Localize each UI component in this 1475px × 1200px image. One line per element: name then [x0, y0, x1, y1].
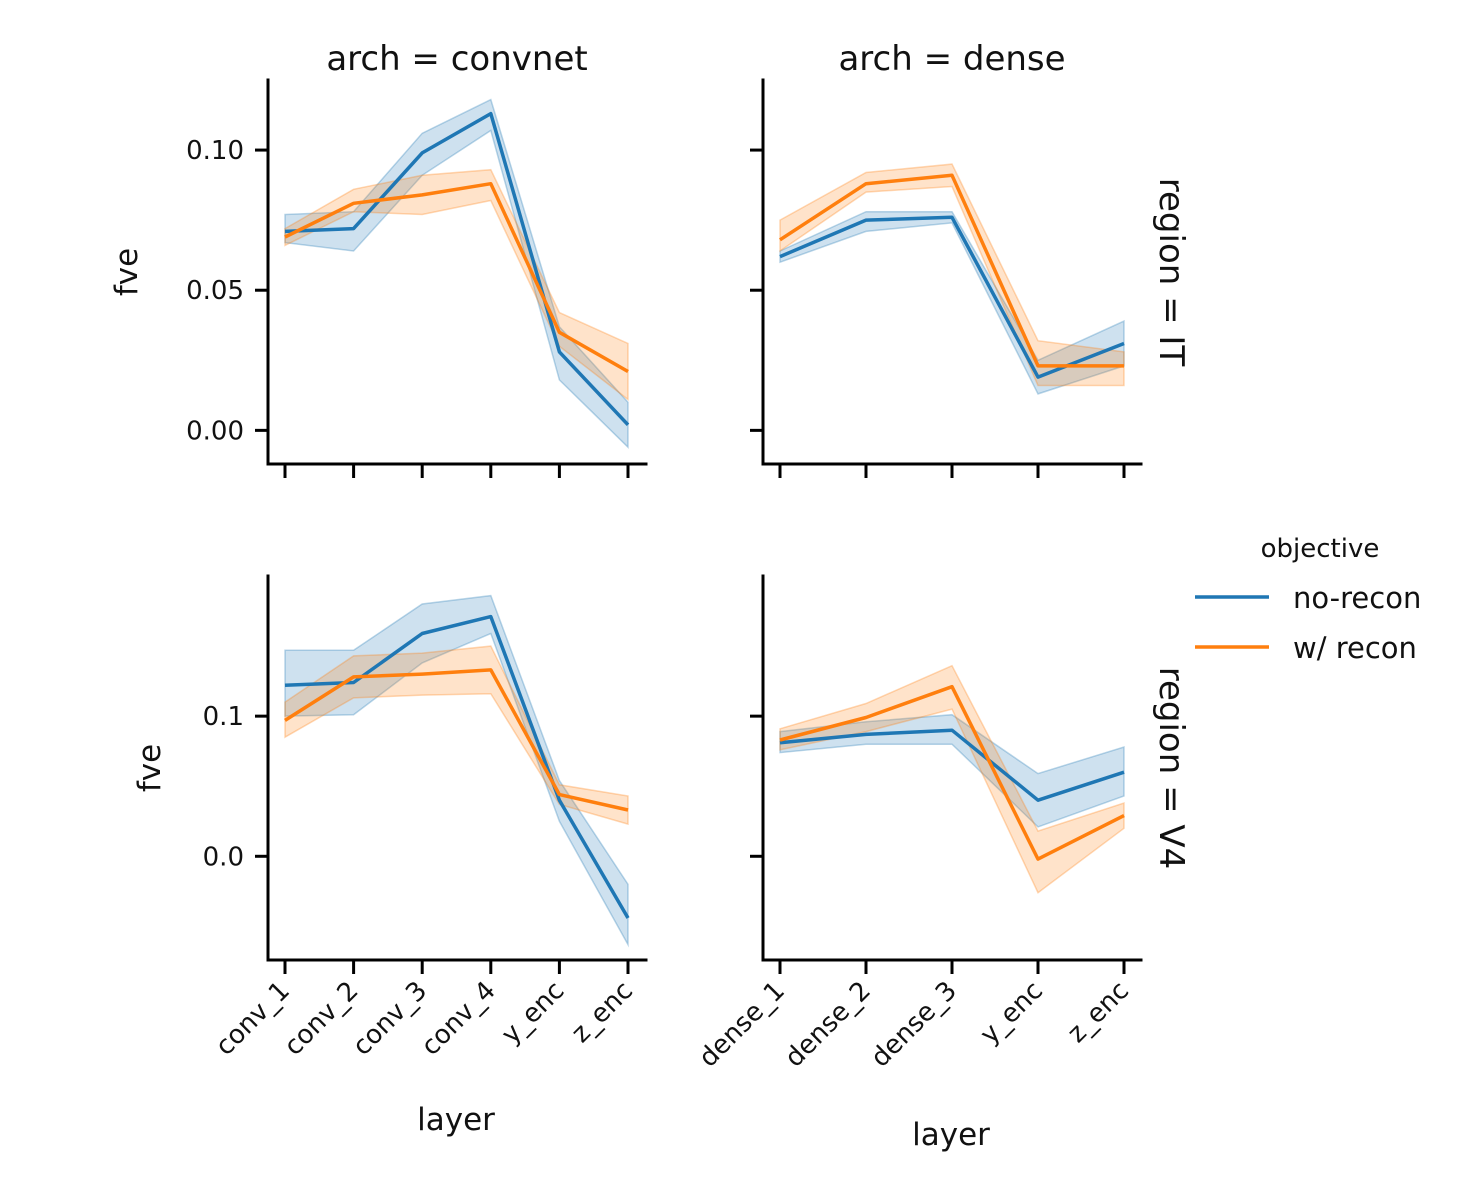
ci-band-w-recon: [779, 163, 1125, 387]
y-tick-label: 0.00: [186, 416, 244, 446]
ci-band-w-recon: [284, 168, 629, 402]
facet-title: arch = dense: [838, 39, 1065, 79]
legend-label-w-recon: w/ recon: [1293, 631, 1417, 665]
row-title: region = IT: [1151, 178, 1191, 367]
series-line-w-recon: [779, 173, 1124, 368]
series-line-no-recon: [779, 728, 1125, 802]
x-axis-label: layer: [417, 1102, 495, 1138]
x-tick-label: dense_3: [865, 976, 963, 1074]
panel-convnet-it: arch = convnet 0.00 0.05 0.10 fve: [109, 39, 648, 478]
facet-title: arch = convnet: [326, 39, 587, 79]
y-axis-label: fve: [132, 744, 168, 792]
ci-band-w-recon: [284, 645, 629, 826]
x-tick-label: z_enc: [1062, 976, 1135, 1049]
ci-band-no-recon: [284, 98, 629, 449]
y-tick-label: 0.05: [186, 276, 244, 306]
x-tick-label: dense_2: [779, 976, 877, 1074]
y-tick-label: 0.10: [186, 136, 244, 166]
y-tick-label: 0.1: [203, 702, 244, 732]
panel-convnet-v4: 0.0 0.1 conv_1conv_2conv_3conv_4y_encz_enc…: [132, 574, 648, 1138]
series-line-w-recon: [284, 181, 629, 374]
x-tick-label: conv_3: [347, 976, 433, 1062]
legend-title: objective: [1261, 534, 1380, 564]
series-line-no-recon: [284, 111, 630, 426]
y-tick-label: 0.0: [203, 842, 244, 872]
x-tick-label: y_enc: [975, 976, 1049, 1050]
x-tick-label: z_enc: [566, 976, 639, 1049]
x-tick-label: y_enc: [496, 976, 570, 1050]
y-axis-label: fve: [109, 248, 145, 296]
panel-dense-it: arch = dense region = IT: [750, 39, 1191, 478]
series-line-w-recon: [779, 684, 1125, 861]
x-tick-label: conv_2: [279, 976, 365, 1062]
legend: objective no-recon w/ recon: [1195, 534, 1421, 665]
x-tick-label: dense_1: [693, 976, 791, 1074]
series-line-w-recon: [284, 668, 629, 812]
x-tick-label: conv_1: [210, 976, 296, 1062]
ci-band-no-recon: [284, 594, 629, 948]
legend-label-no-recon: no-recon: [1293, 581, 1421, 615]
x-tick-label: conv_4: [416, 976, 502, 1062]
x-axis-label: layer: [912, 1117, 990, 1153]
row-title: region = V4: [1151, 667, 1191, 870]
